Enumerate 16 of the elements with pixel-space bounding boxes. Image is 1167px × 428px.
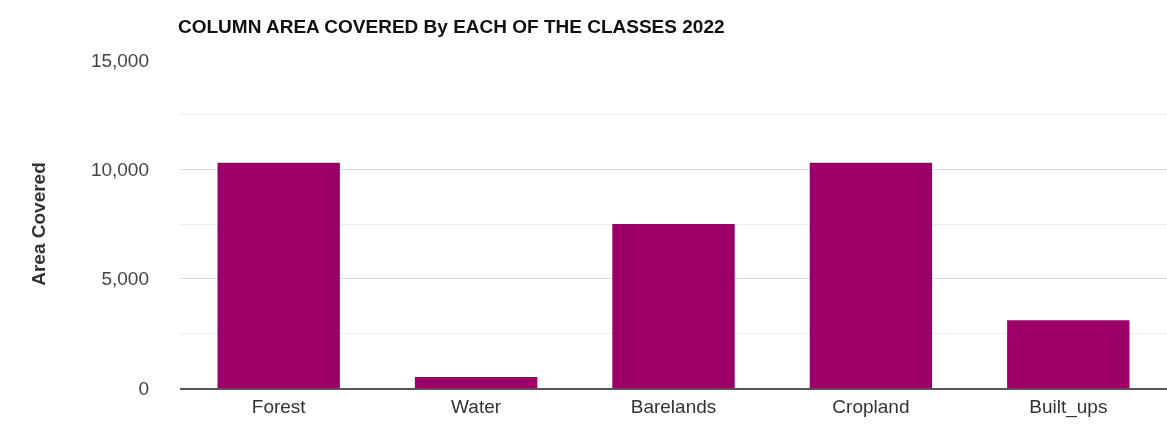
bar (217, 162, 340, 388)
x-tick-label: Cropland (832, 395, 910, 417)
x-tick-label: Forest (251, 395, 307, 417)
y-axis-title: Area Covered (27, 162, 49, 286)
y-tick-label: 10,000 (90, 158, 149, 180)
y-tick-label: 0 (138, 377, 149, 399)
y-tick-label: 5,000 (101, 268, 149, 290)
bar (414, 377, 538, 388)
bar (612, 224, 735, 388)
x-tick-label: Water (451, 395, 502, 417)
x-tick-label: Barelands (630, 395, 717, 417)
bar (1007, 320, 1130, 388)
y-tick-label: 15,000 (90, 49, 149, 71)
bar (809, 162, 933, 388)
chart-title: COLUMN AREA COVERED By EACH OF THE CLASSES 2022 (178, 15, 725, 37)
x-tick-label: Built_ups (1029, 395, 1108, 418)
